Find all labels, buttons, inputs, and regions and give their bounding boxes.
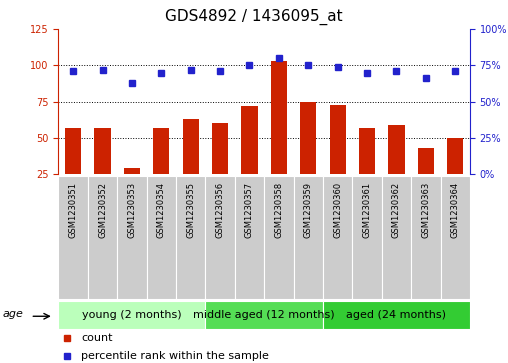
Bar: [124, 168, 140, 211]
Bar: [65, 128, 81, 211]
Bar: [94, 128, 111, 211]
Text: GSM1230355: GSM1230355: [186, 182, 195, 238]
Text: GSM1230362: GSM1230362: [392, 182, 401, 238]
Text: GSM1230360: GSM1230360: [333, 182, 342, 238]
Bar: [205, 176, 235, 299]
Bar: [153, 128, 169, 211]
Bar: [440, 176, 470, 299]
Bar: [300, 102, 316, 211]
Text: young (2 months): young (2 months): [82, 310, 182, 320]
Bar: [359, 128, 375, 211]
Bar: [294, 176, 323, 299]
Bar: [411, 176, 440, 299]
Bar: [241, 106, 258, 211]
Bar: [447, 138, 463, 211]
Bar: [58, 301, 205, 329]
Text: GSM1230354: GSM1230354: [157, 182, 166, 238]
Text: age: age: [3, 309, 24, 319]
Text: GSM1230356: GSM1230356: [215, 182, 225, 238]
Bar: [323, 176, 353, 299]
Bar: [58, 176, 88, 299]
Bar: [205, 301, 323, 329]
Bar: [264, 176, 294, 299]
Text: GSM1230359: GSM1230359: [304, 182, 313, 238]
Bar: [176, 176, 205, 299]
Bar: [117, 176, 147, 299]
Text: middle aged (12 months): middle aged (12 months): [194, 310, 335, 320]
Text: GSM1230357: GSM1230357: [245, 182, 254, 238]
Bar: [271, 61, 287, 211]
Bar: [182, 119, 199, 211]
Bar: [212, 123, 228, 211]
Text: percentile rank within the sample: percentile rank within the sample: [81, 351, 269, 362]
Bar: [147, 176, 176, 299]
Bar: [235, 176, 264, 299]
Text: GSM1230351: GSM1230351: [69, 182, 78, 238]
Text: GSM1230363: GSM1230363: [421, 182, 430, 238]
Bar: [353, 176, 382, 299]
Text: GSM1230352: GSM1230352: [98, 182, 107, 238]
Bar: [382, 176, 411, 299]
Bar: [323, 301, 470, 329]
Text: GSM1230364: GSM1230364: [451, 182, 460, 238]
Text: count: count: [81, 334, 113, 343]
Text: GSM1230358: GSM1230358: [274, 182, 283, 238]
Text: aged (24 months): aged (24 months): [346, 310, 447, 320]
Text: GSM1230361: GSM1230361: [363, 182, 371, 238]
Bar: [388, 125, 404, 211]
Bar: [418, 148, 434, 211]
Bar: [330, 105, 346, 211]
Text: GDS4892 / 1436095_at: GDS4892 / 1436095_at: [165, 9, 343, 25]
Text: GSM1230353: GSM1230353: [128, 182, 137, 238]
Bar: [88, 176, 117, 299]
